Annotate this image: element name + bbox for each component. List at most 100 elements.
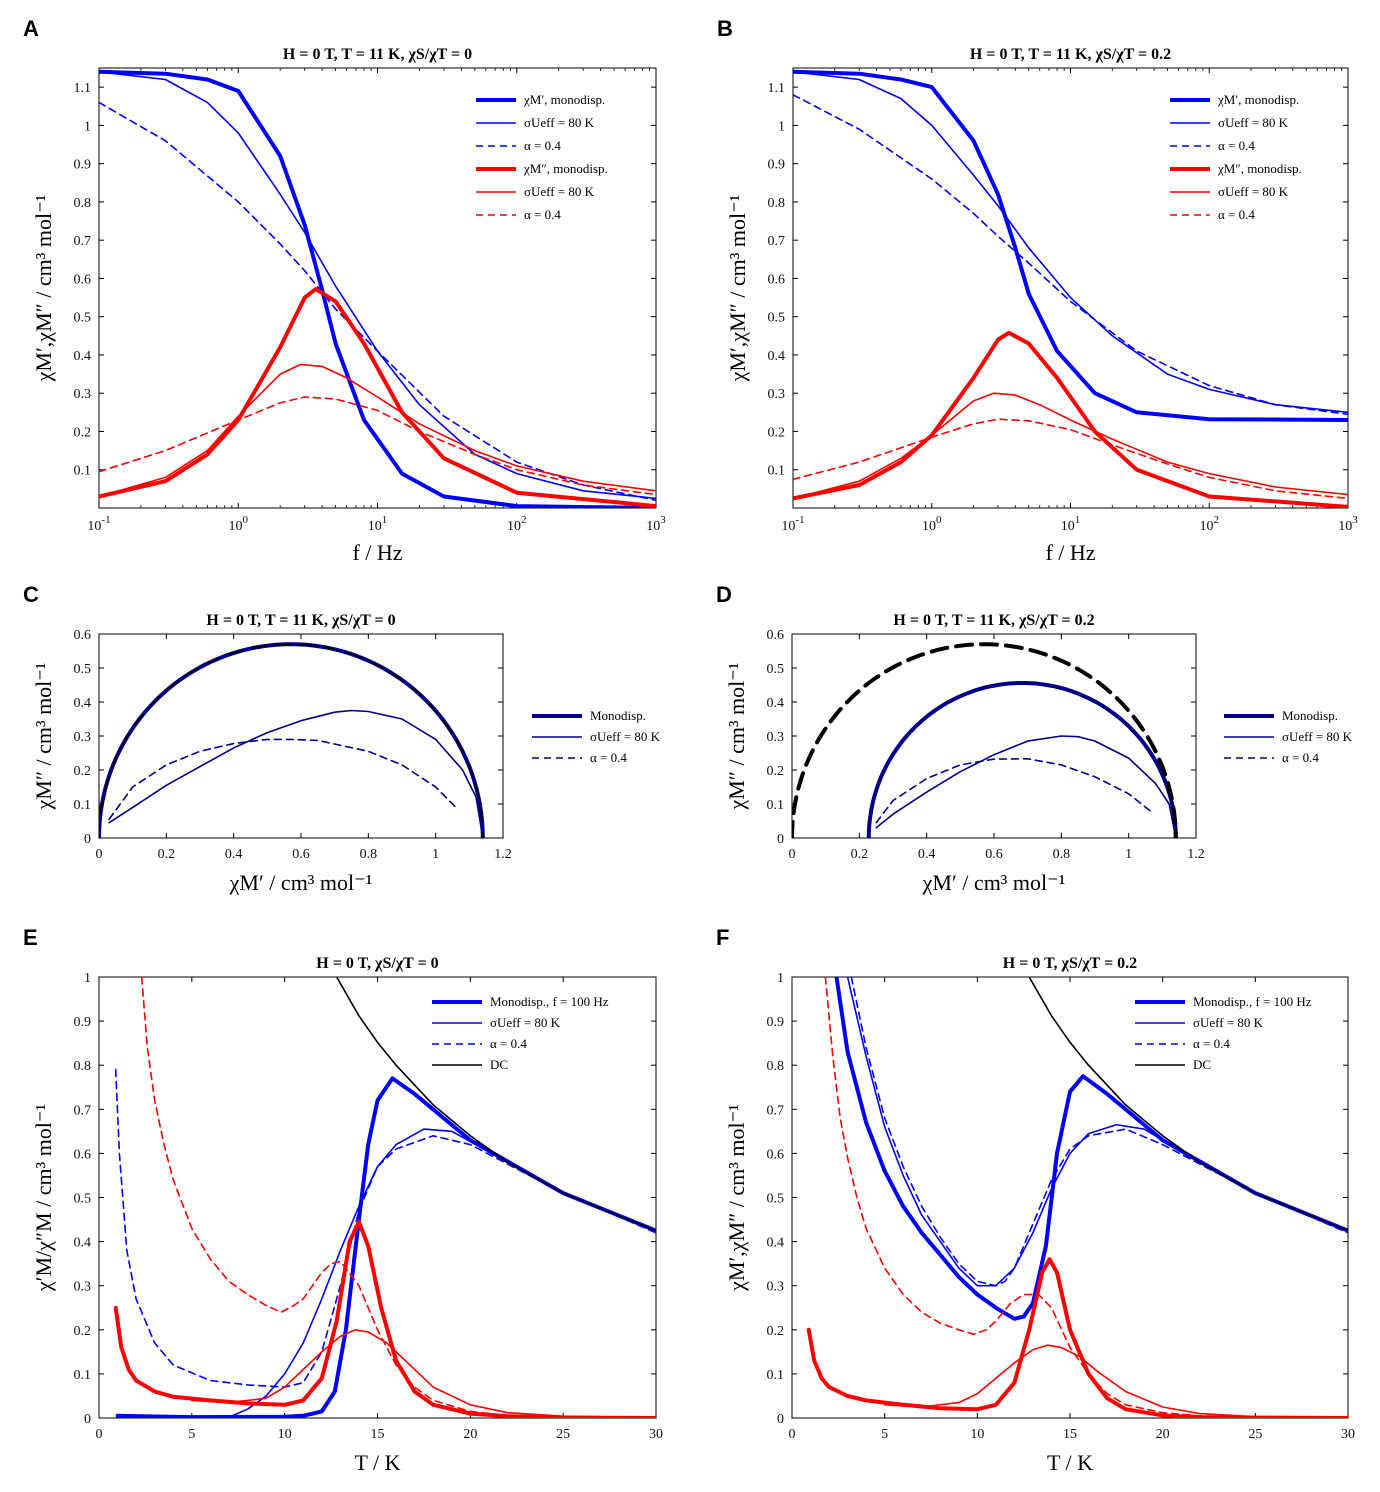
y-tick-label: 0.1 <box>74 798 92 813</box>
panel-F: 0 5 10 15 20 25 30 0 0.1 0.2 0.3 0.4 0.5 0.6 0.7 0.8 0.9… <box>716 925 1355 1475</box>
y-tick-label: 0.5 <box>74 311 92 326</box>
legend-label: Monodisp., f = 100 Hz <box>1193 994 1312 1009</box>
x-tick-label: 10 <box>278 1427 292 1442</box>
y-tick-label: 1 <box>84 119 91 134</box>
y-tick-label: 0.5 <box>767 662 785 677</box>
series-line-B-2 <box>793 71 1348 414</box>
y-tick-label: 0.1 <box>767 1368 785 1383</box>
y-tick-label: 0.2 <box>74 1324 92 1339</box>
y-tick-label: 0.5 <box>74 662 92 677</box>
y-tick-label: 0.9 <box>767 1015 785 1030</box>
y-axis-label: χM″ / cm³ mol⁻¹ <box>31 662 56 810</box>
legend-label: Monodisp. <box>1282 708 1338 723</box>
panel-label: E <box>23 925 38 950</box>
legend-label: α = 0.4 <box>1218 207 1255 222</box>
y-tick-label: 1 <box>777 971 784 986</box>
x-tick-label: 1 <box>432 847 439 862</box>
panel-label: C <box>23 582 39 607</box>
x-tick-label: 1.2 <box>1187 847 1205 862</box>
x-tick-label: 0.4 <box>918 847 936 862</box>
x-axis-label: T / K <box>1047 1450 1093 1475</box>
legend-label: σUeff = 80 K <box>490 1015 561 1030</box>
plot-frame <box>792 67 1349 509</box>
legend-label: σUeff = 80 K <box>1218 115 1289 130</box>
y-tick-label: 0.4 <box>767 696 785 711</box>
legend-label: DC <box>490 1057 508 1072</box>
y-axis-label: χ′M/χ″M / cm³ mol⁻¹ <box>31 1104 56 1292</box>
y-tick-label: 0.5 <box>74 1192 92 1207</box>
y-tick-label: 0.2 <box>74 425 92 440</box>
chart-title: H = 0 T, χS/χT = 0.2 <box>1003 955 1137 972</box>
y-tick-label: 0.4 <box>767 1236 785 1251</box>
series-line-A-6 <box>99 396 656 496</box>
x-tick-label: 0.6 <box>292 847 310 862</box>
y-tick-label: 0.8 <box>74 196 92 211</box>
legend-label: σUeff = 80 K <box>524 115 595 130</box>
legend-label: α = 0.4 <box>1282 750 1319 765</box>
series-line-E-1 <box>115 1076 656 1418</box>
x-tick-label: 100 <box>922 514 942 534</box>
legend-label: σUeff = 80 K <box>1193 1015 1264 1030</box>
x-tick-label: 0 <box>96 1427 103 1442</box>
y-tick-label: 1.1 <box>74 81 92 96</box>
y-tick-label: 0.3 <box>74 1280 92 1295</box>
series-line-C-2 <box>108 709 484 838</box>
y-tick-label: 1.1 <box>768 81 786 96</box>
x-tick-label: 1 <box>1125 847 1132 862</box>
series-line-C-4 <box>99 643 484 838</box>
x-tick-label: 103 <box>646 514 666 534</box>
x-tick-label: 25 <box>556 1427 570 1442</box>
series-line-A-1 <box>99 69 656 508</box>
x-tick-label: 102 <box>1200 514 1220 534</box>
panel-label: A <box>23 16 39 41</box>
series-line-A-2 <box>99 71 656 500</box>
x-tick-label: 15 <box>371 1427 385 1442</box>
y-tick-label: 0.7 <box>74 234 92 249</box>
legend-label: α = 0.4 <box>590 750 627 765</box>
y-tick-label: 0.9 <box>74 1015 92 1030</box>
x-tick-label: 100 <box>229 514 249 534</box>
series-line-B-5 <box>793 392 1348 500</box>
x-tick-label: 5 <box>881 1427 888 1442</box>
panel-label: B <box>717 16 733 41</box>
legend-label: α = 0.4 <box>524 207 561 222</box>
x-tick-label: 20 <box>1156 1427 1170 1442</box>
y-tick-label: 0.6 <box>74 628 92 643</box>
y-tick-label: 0.2 <box>74 764 92 779</box>
y-tick-label: 0.4 <box>74 1236 92 1251</box>
y-tick-label: 0.8 <box>768 196 786 211</box>
y-axis-label: χM″ / cm³ mol⁻¹ <box>724 662 749 810</box>
series-line-F-4 <box>1028 977 1348 1232</box>
x-tick-label: 0.6 <box>985 847 1003 862</box>
series-line-F-3 <box>850 977 1348 1287</box>
y-tick-label: 0.7 <box>74 1103 92 1118</box>
series-line-E-6 <box>191 1329 656 1418</box>
plot-frame <box>98 633 504 839</box>
series-line-C-3 <box>108 738 457 821</box>
y-tick-label: 0.1 <box>767 798 785 813</box>
y-tick-label: 1 <box>778 119 785 134</box>
y-tick-label: 0.7 <box>768 234 786 249</box>
chart-title: H = 0 T, T = 11 K, χS/χT = 0 <box>206 612 395 629</box>
legend-label: σUeff = 80 K <box>590 729 661 744</box>
y-tick-label: 0.3 <box>767 1280 785 1295</box>
series-line-E-2 <box>228 1128 656 1418</box>
y-tick-label: 0.3 <box>74 730 92 745</box>
y-tick-label: 0.2 <box>767 1324 785 1339</box>
y-tick-label: 0.3 <box>767 730 785 745</box>
y-tick-label: 0.9 <box>768 158 786 173</box>
x-tick-label: 1.2 <box>494 847 512 862</box>
panel-E: 0 5 10 15 20 25 30 0 0.1 0.2 0.3 0.4 0.5 0.6 0.7 0.8 0.9… <box>23 925 663 1475</box>
x-tick-label: 5 <box>188 1427 195 1442</box>
y-tick-label: 0.6 <box>74 1147 92 1162</box>
x-tick-label: 0 <box>789 1427 796 1442</box>
panel-label: F <box>716 925 729 950</box>
y-tick-label: 0.3 <box>768 387 786 402</box>
x-tick-label: 10-1 <box>781 514 804 534</box>
legend-label: Monodisp. <box>590 708 646 723</box>
y-tick-label: 0.6 <box>767 628 785 643</box>
legend-label: χM″, monodisp. <box>1217 161 1302 176</box>
series-line-D-2 <box>875 735 1177 838</box>
series-line-E-5 <box>113 1219 656 1418</box>
